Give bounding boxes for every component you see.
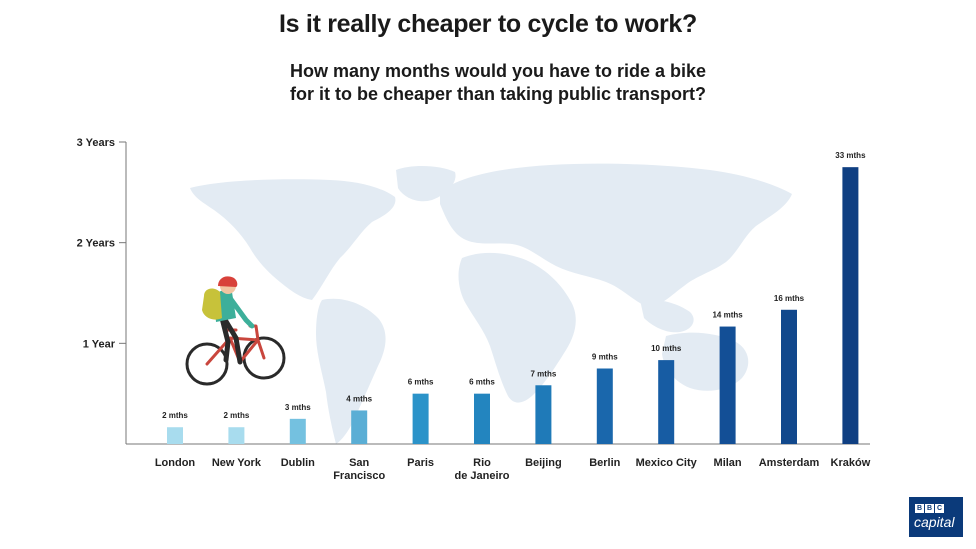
- logo-word: capital: [914, 514, 955, 530]
- bar: [167, 427, 183, 444]
- category-label: Milan: [714, 457, 742, 469]
- logo-block-b1: B: [915, 504, 924, 513]
- bar-value-label: 9 mths: [592, 353, 618, 362]
- subtitle-line-2: for it to be cheaper than taking public …: [289, 84, 707, 104]
- rider-helmet: [218, 276, 238, 287]
- map-north-america: [190, 179, 396, 300]
- category-label: Berlin: [589, 457, 620, 469]
- bar-value-label: 2 mths: [224, 411, 250, 420]
- bar-value-label: 6 mths: [469, 378, 495, 387]
- category-label: de Janeiro: [454, 470, 509, 482]
- logo-block-c: C: [935, 504, 944, 513]
- category-label: Beijing: [525, 457, 562, 469]
- category-label: London: [155, 457, 196, 469]
- category-label: New York: [212, 457, 262, 469]
- y-tick-label: 1 Year: [83, 338, 116, 350]
- y-tick-label: 2 Years: [77, 238, 115, 250]
- bar: [289, 418, 306, 444]
- world-map-background: [190, 163, 792, 444]
- map-southeast-asia: [640, 299, 694, 333]
- bar: [781, 309, 797, 444]
- bar-value-label: 33 mths: [835, 151, 866, 160]
- map-south-america: [316, 298, 386, 444]
- data-labels-group: 2 mths 2 mths 3 mths 4 mths 6 mths 6 mths 7 mt…: [162, 151, 866, 420]
- category-label: Dublin: [281, 457, 315, 469]
- category-label: Rio: [473, 457, 491, 469]
- bar-value-label: 4 mths: [346, 394, 372, 403]
- rider-legs: [219, 315, 243, 365]
- category-label: San: [349, 457, 369, 469]
- bar-value-label: 6 mths: [408, 378, 434, 387]
- bar: [412, 393, 429, 444]
- category-label: Paris: [407, 457, 434, 469]
- category-label: Mexico City: [636, 457, 698, 469]
- bar: [658, 360, 675, 444]
- bar-value-label: 14 mths: [712, 311, 743, 320]
- bar-value-label: 3 mths: [285, 403, 311, 412]
- bar: [228, 427, 245, 444]
- bar: [719, 326, 736, 444]
- subtitle-line-1: How many months would you have to ride a…: [289, 61, 707, 81]
- category-label: Amsterdam: [759, 457, 820, 469]
- category-label: Kraków: [831, 457, 871, 469]
- bar-value-label: 10 mths: [651, 344, 682, 353]
- bar: [474, 393, 490, 444]
- bar: [596, 368, 613, 444]
- bar-value-label: 7 mths: [531, 369, 557, 378]
- map-africa: [458, 252, 576, 403]
- map-europe-asia: [440, 163, 792, 307]
- rider-backpack: [202, 288, 222, 320]
- rider-arm: [227, 295, 255, 329]
- bbc-capital-logo: B B C capital: [909, 497, 963, 537]
- chart-subtitle: How many months would you have to ride a…: [200, 60, 796, 106]
- bar-value-label: 2 mths: [162, 411, 188, 420]
- bar: [842, 167, 859, 444]
- chart-title: Is it really cheaper to cycle to work?: [279, 10, 697, 38]
- bars-group: [167, 167, 859, 444]
- bike-rear-wheel: [185, 342, 229, 386]
- logo-block-b2: B: [925, 504, 934, 513]
- y-tick-label: 3 Years: [77, 137, 115, 149]
- bar: [535, 385, 552, 444]
- category-label: Francisco: [333, 470, 385, 482]
- bar: [351, 410, 368, 444]
- y-axis-ticks: 1 Year 2 Years 3 Years: [77, 137, 126, 350]
- cyclist-illustration: [185, 276, 286, 386]
- bbc-blocks: B B C: [915, 504, 944, 513]
- bar-value-label: 16 mths: [774, 294, 805, 303]
